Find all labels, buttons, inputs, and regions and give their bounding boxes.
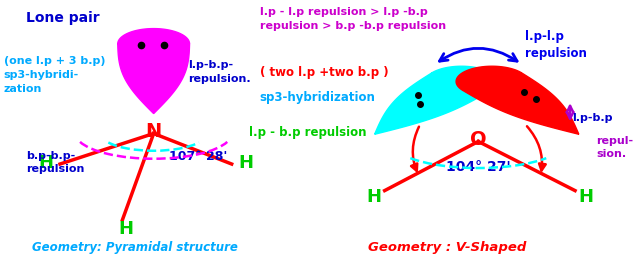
Text: 107° 28': 107° 28' [169, 150, 228, 163]
Polygon shape [374, 66, 497, 134]
Text: Lone pair: Lone pair [26, 11, 99, 25]
Polygon shape [118, 29, 189, 113]
Text: H: H [39, 154, 54, 172]
Text: b.p-b.p-
repulsion: b.p-b.p- repulsion [26, 151, 84, 174]
Text: l.p-b.p-
repulsion.: l.p-b.p- repulsion. [188, 60, 251, 84]
Text: H: H [238, 154, 253, 172]
Text: l.p-b.p: l.p-b.p [573, 113, 613, 123]
Text: H: H [118, 220, 133, 238]
Text: H: H [579, 188, 594, 206]
Text: (one l.p + 3 b.p)
sp3-hybridi-
zation: (one l.p + 3 b.p) sp3-hybridi- zation [4, 57, 106, 95]
Text: Geometry : V-Shaped: Geometry : V-Shaped [368, 241, 526, 254]
Text: sp3-hybridization: sp3-hybridization [260, 91, 376, 104]
Polygon shape [456, 66, 579, 134]
Text: l.p-l.p
repulsion: l.p-l.p repulsion [525, 30, 587, 60]
Text: l.p - b.p repulsion: l.p - b.p repulsion [249, 126, 367, 139]
Text: ( two l.p +two b.p ): ( two l.p +two b.p ) [260, 66, 388, 79]
Text: N: N [145, 122, 162, 141]
Text: l.p - l.p repulsion > l.p -b.p
repulsion > b.p -b.p repulsion: l.p - l.p repulsion > l.p -b.p repulsion… [260, 7, 446, 30]
Text: H: H [366, 188, 381, 206]
Text: 104° 27': 104° 27' [446, 160, 511, 174]
Text: Geometry: Pyramidal structure: Geometry: Pyramidal structure [32, 241, 238, 254]
Text: O: O [470, 130, 486, 149]
Text: repul-
sion.: repul- sion. [596, 136, 634, 159]
